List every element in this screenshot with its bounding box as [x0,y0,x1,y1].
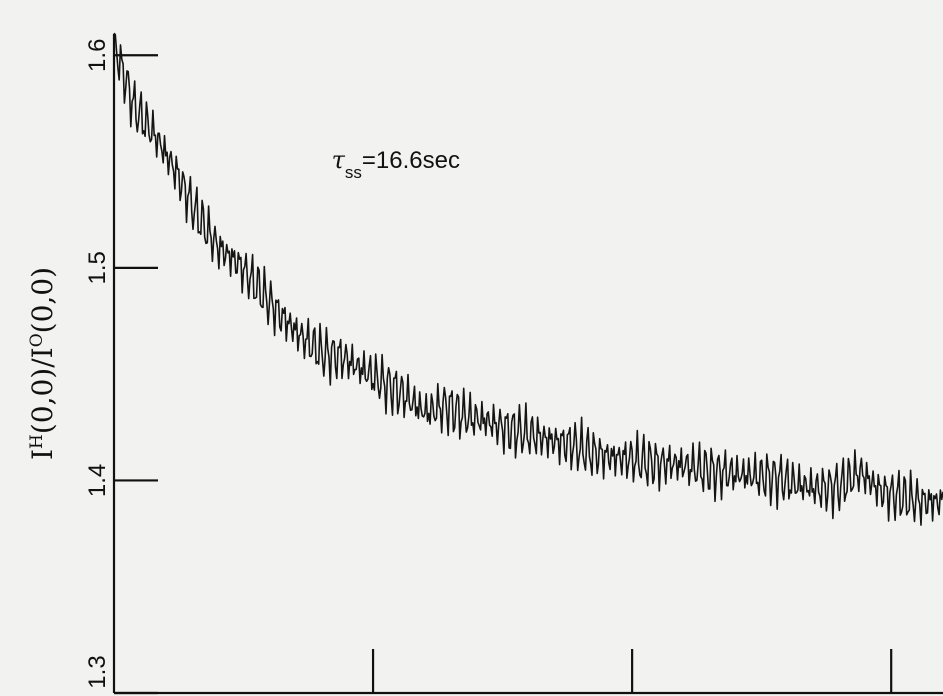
chart-axes [112,34,943,695]
y-tick-label-0: 1.6 [84,39,111,72]
y-tick-label-3: 1.3 [84,655,111,688]
y-tick-label-2: 1.4 [84,464,111,497]
tau-subscript: ss [345,162,362,181]
tau-symbol: τ [332,146,346,174]
data-point-38 [901,496,903,498]
ylabel-tail: (0,0) [26,267,59,333]
ylabel-sup2: O [27,333,47,347]
ylabel-mid: (0,0)/ [26,358,59,434]
tau-annotation: τss=16.6sec [332,146,460,182]
ylabel-base2: I [26,347,59,358]
y-tick-label-1: 1.5 [84,251,111,284]
series-line [113,32,943,526]
y-ticks: 1.6 1.5 1.4 1.3 [84,39,158,695]
tau-value: =16.6sec [362,147,460,174]
x-ticks [371,649,893,693]
ylabel-base1: I [26,449,59,460]
ylabel-sup1: H [27,434,47,449]
y-axis-label: IH(0,0)/IO(0,0) [26,267,59,460]
